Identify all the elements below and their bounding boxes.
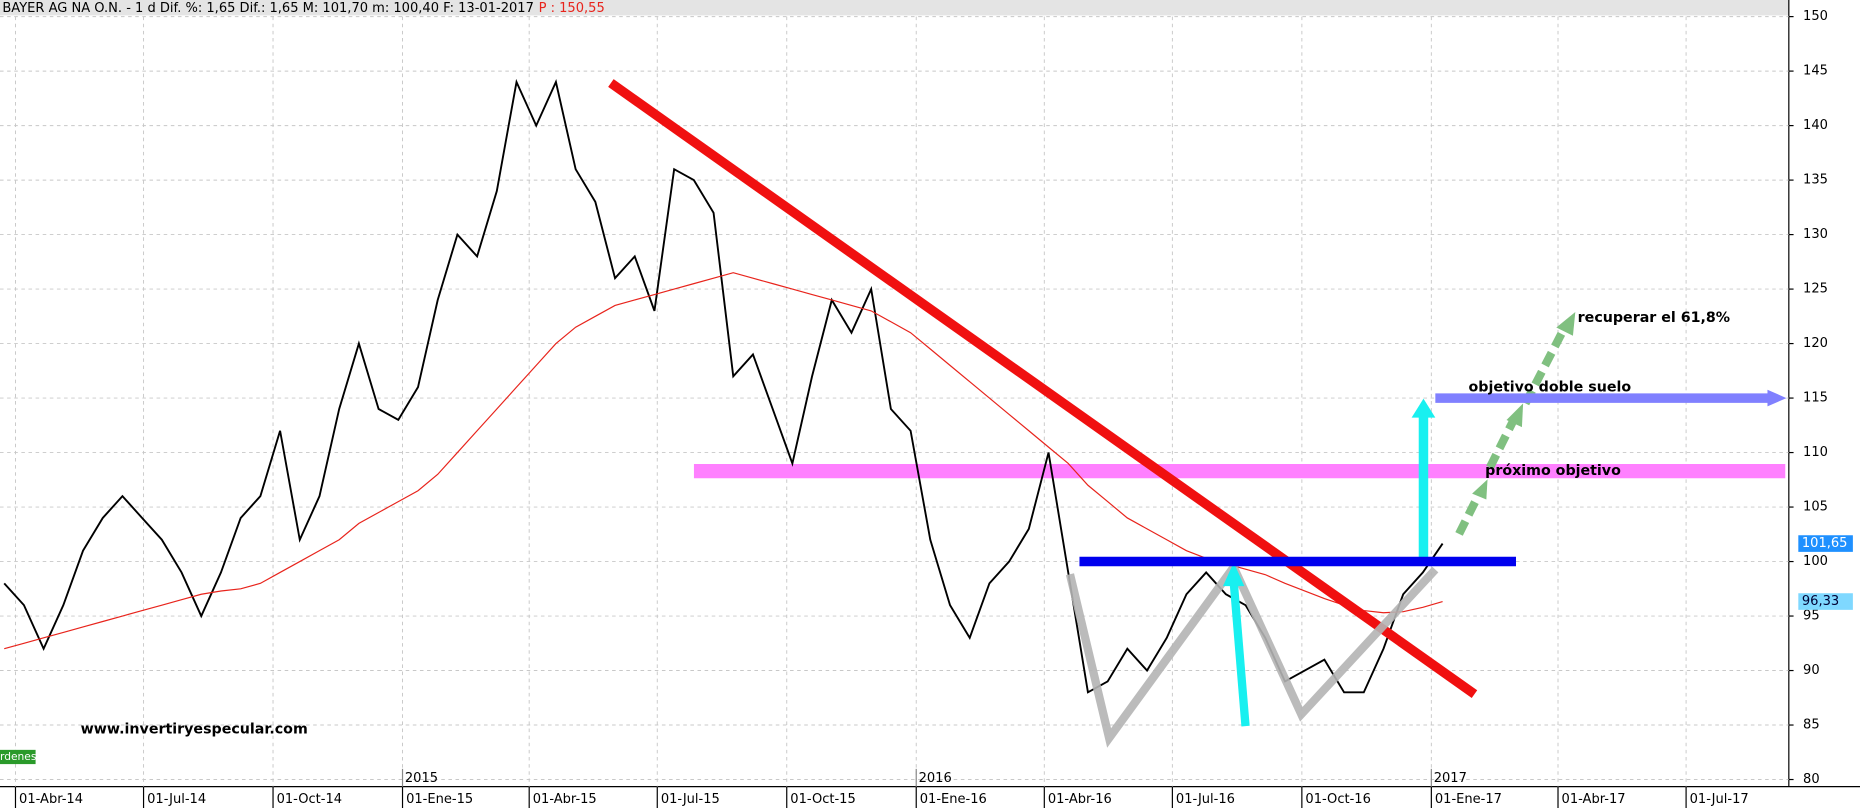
y-tick-label: 130 bbox=[1803, 227, 1828, 242]
x-tick-label: 01-Jul-14 bbox=[147, 792, 206, 807]
year-tick-label: 2015 bbox=[405, 771, 438, 786]
x-tick-label: 01-Ene-17 bbox=[1435, 792, 1502, 807]
y-tick-label: 110 bbox=[1803, 445, 1828, 460]
x-tick-label: 01-Oct-15 bbox=[790, 792, 855, 807]
cyan-arrow bbox=[1229, 581, 1250, 727]
y-tick-label: 95 bbox=[1803, 609, 1820, 624]
y-tick-label: 135 bbox=[1803, 173, 1828, 188]
level-arrow-head bbox=[1767, 389, 1787, 407]
green-arrow-head bbox=[1506, 403, 1524, 428]
x-tick-label: 01-Jul-17 bbox=[1690, 792, 1749, 807]
y-tick-label: 85 bbox=[1803, 718, 1820, 733]
x-tick-label: 01-Abr-16 bbox=[1048, 792, 1112, 807]
y-tick-label: 120 bbox=[1803, 336, 1828, 351]
x-tick-label: 01-Abr-14 bbox=[19, 792, 83, 807]
y-tick-label: 105 bbox=[1803, 500, 1828, 515]
orders-tab[interactable] bbox=[0, 749, 36, 765]
chart-subtitle: P : 150,55 bbox=[539, 1, 605, 16]
x-tick-label: 01-Abr-17 bbox=[1562, 792, 1626, 807]
y-tick-label: 115 bbox=[1803, 391, 1828, 406]
cyan-arrow-head bbox=[1222, 562, 1245, 587]
x-tick-label: 01-Ene-15 bbox=[406, 792, 473, 807]
watermark: www.invertiryespecular.com bbox=[81, 722, 308, 738]
axes: 80 85 90 95 100 105 110 115 120 125 130 135 140 145 15… bbox=[14, 9, 1853, 808]
level-label: próximo objetivo bbox=[1485, 463, 1621, 479]
green-arrow-head bbox=[1472, 479, 1488, 500]
green-arrow-head bbox=[1556, 312, 1576, 336]
x-tick-label: 01-Ene-16 bbox=[920, 792, 987, 807]
x-tick-label: 01-Abr-15 bbox=[533, 792, 597, 807]
y-tick-label: 125 bbox=[1803, 282, 1828, 297]
price-line bbox=[3, 78, 1444, 694]
price-badge-label: 96,33 bbox=[1802, 594, 1839, 609]
trend-line bbox=[608, 79, 1478, 698]
y-tick-label: 140 bbox=[1803, 118, 1828, 133]
price-badge bbox=[1798, 593, 1853, 610]
chart-title: BAYER AG NA O.N. - 1 d Dif. %: 1,65 Dif.… bbox=[2, 1, 534, 16]
y-tick-label: 90 bbox=[1803, 663, 1820, 678]
green-arrow bbox=[1486, 420, 1517, 470]
x-tick-label: 01-Oct-14 bbox=[277, 792, 342, 807]
x-tick-label: 01-Jul-15 bbox=[661, 792, 720, 807]
y-tick-label: 80 bbox=[1803, 772, 1820, 787]
header-bar bbox=[0, 0, 1789, 16]
annotation: recuperar el 61,8% bbox=[1578, 310, 1730, 326]
price-badge bbox=[1798, 535, 1853, 552]
y-tick-label: 100 bbox=[1803, 554, 1828, 569]
green-arrow bbox=[1455, 494, 1482, 536]
orders-tab-label[interactable]: rdenes bbox=[0, 750, 37, 763]
cyan-arrow-head bbox=[1411, 398, 1436, 418]
level-label: objetivo doble suelo bbox=[1469, 379, 1632, 395]
year-tick-label: 2017 bbox=[1434, 771, 1467, 786]
y-tick-label: 145 bbox=[1803, 64, 1828, 79]
y-tick-label: 150 bbox=[1803, 9, 1828, 24]
x-tick-label: 01-Jul-16 bbox=[1176, 792, 1235, 807]
x-tick-label: 01-Oct-16 bbox=[1305, 792, 1370, 807]
green-arrow bbox=[1521, 327, 1568, 406]
price-badge-label: 101,65 bbox=[1802, 536, 1848, 551]
year-tick-label: 2016 bbox=[919, 771, 952, 786]
overlays: recuperar el 61,8% www.invertiryespecula… bbox=[0, 79, 1787, 765]
